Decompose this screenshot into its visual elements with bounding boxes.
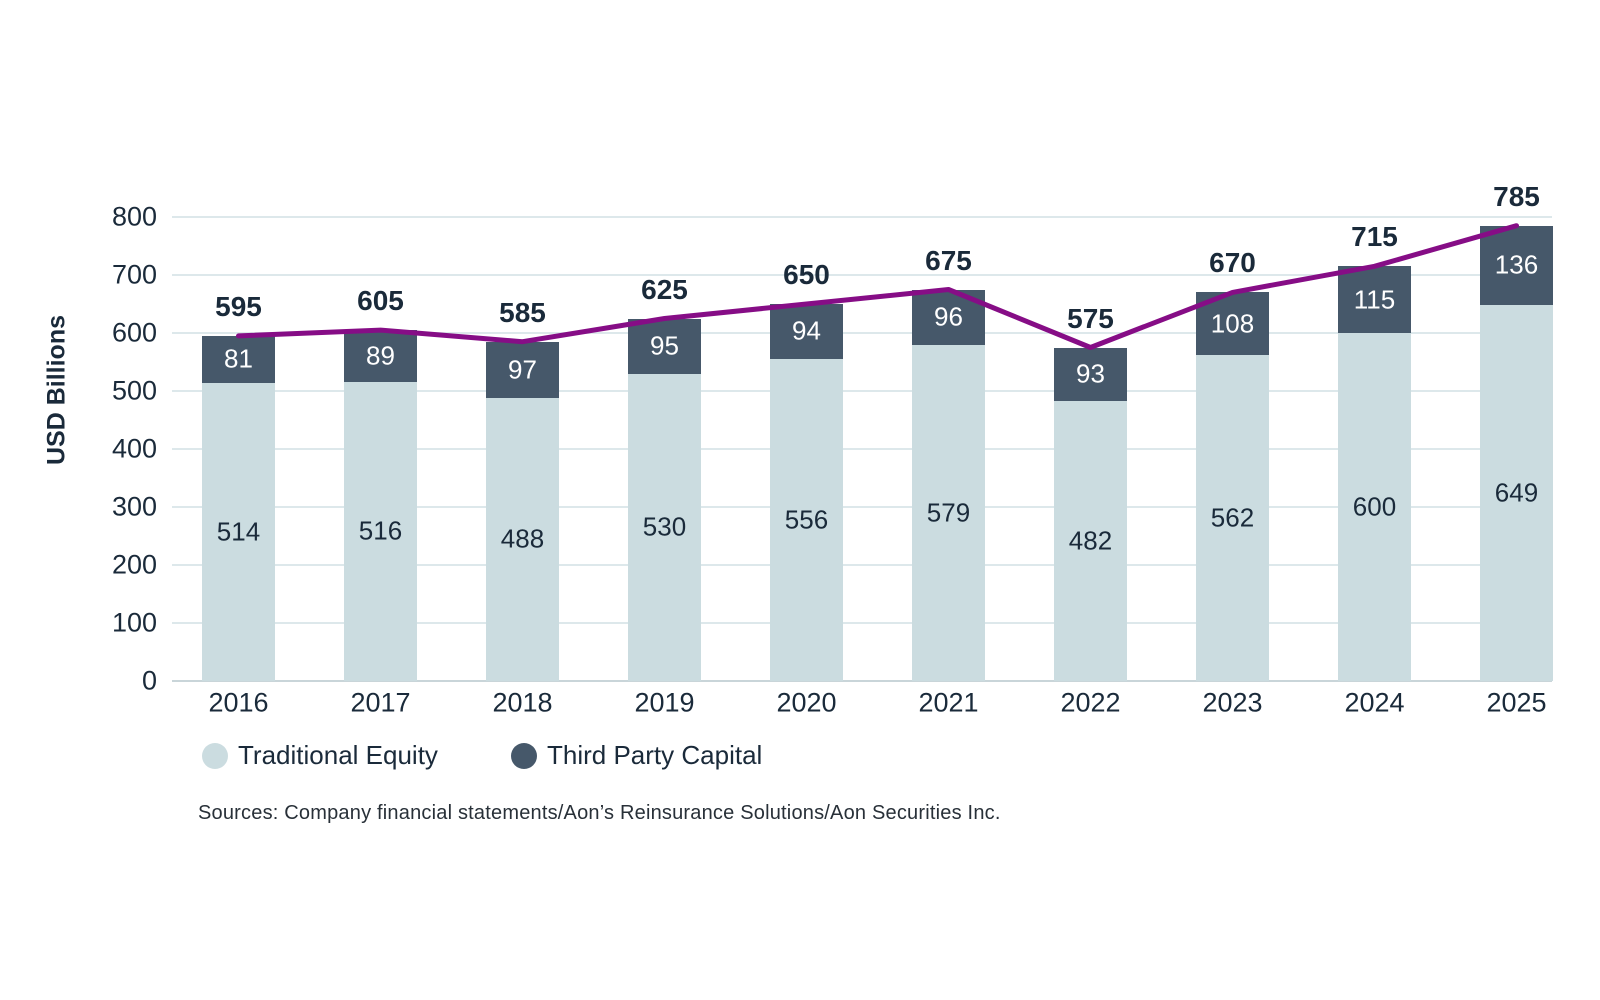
- y-tick-label: 0: [141, 665, 157, 696]
- bar-value-2018-third_party_capital: 97: [508, 354, 537, 385]
- bar-segment-2020-traditional_equity: [770, 358, 843, 681]
- gridline: [172, 506, 1552, 508]
- x-tick-label-2021: 2021: [918, 687, 979, 718]
- legend-item-traditional-equity: Traditional Equity: [202, 740, 438, 771]
- bar-segment-2021-traditional_equity: [912, 345, 985, 681]
- bar-value-2016-traditional_equity: 514: [216, 516, 261, 547]
- legend: Traditional Equity Third Party Capital: [0, 740, 1600, 771]
- x-tick-label-2017: 2017: [350, 687, 411, 718]
- x-tick-label-2024: 2024: [1344, 687, 1405, 718]
- gridline: [172, 622, 1552, 624]
- bar-value-2025-third_party_capital: 136: [1494, 249, 1539, 280]
- gridline: [172, 390, 1552, 392]
- total-value-2023: 670: [1209, 247, 1256, 279]
- total-value-2021: 675: [925, 244, 972, 276]
- bar-value-2019-traditional_equity: 530: [642, 511, 687, 542]
- bar-segment-2019-traditional_equity: [628, 373, 701, 681]
- x-tick-label-2019: 2019: [634, 687, 695, 718]
- sources-note: Sources: Company financial statements/Ao…: [198, 802, 1001, 824]
- x-tick-label-2016: 2016: [208, 687, 269, 718]
- bar-segment-2023-traditional_equity: [1196, 355, 1269, 681]
- bar-value-2021-third_party_capital: 96: [934, 301, 963, 332]
- bar-value-2023-traditional_equity: 562: [1210, 502, 1255, 533]
- y-tick-label: 800: [111, 201, 157, 232]
- bar-value-2025-traditional_equity: 649: [1494, 477, 1539, 508]
- total-value-2025: 785: [1493, 180, 1540, 212]
- total-value-2017: 605: [357, 285, 404, 317]
- y-tick-label: 200: [111, 549, 157, 580]
- x-tick-label-2022: 2022: [1060, 687, 1121, 718]
- bar-value-2020-traditional_equity: 556: [784, 504, 829, 535]
- bar-value-2024-third_party_capital: 115: [1353, 284, 1396, 315]
- bar-value-2018-traditional_equity: 488: [500, 523, 545, 554]
- bar-value-2017-third_party_capital: 89: [366, 340, 395, 371]
- traditional-equity-swatch-icon: [202, 742, 228, 769]
- bar-segment-2017-traditional_equity: [344, 381, 417, 681]
- bar-segment-2022-third_party_capital: [1054, 347, 1127, 402]
- bar-value-2017-traditional_equity: 516: [358, 515, 403, 546]
- total-value-2020: 650: [783, 259, 830, 290]
- total-value-2018: 585: [499, 296, 546, 328]
- bar-value-2016-third_party_capital: 81: [224, 343, 253, 374]
- x-tick-label-2025: 2025: [1486, 687, 1547, 718]
- bar-segment-2022-traditional_equity: [1054, 401, 1127, 681]
- y-tick-label: 700: [111, 259, 157, 290]
- y-tick-label: 600: [111, 317, 157, 348]
- x-tick-label-2018: 2018: [492, 687, 553, 718]
- legend-label-third-party-capital: Third Party Capital: [547, 740, 763, 770]
- gridline: [172, 448, 1552, 450]
- third-party-capital-swatch-icon: [511, 742, 537, 769]
- bar-segment-2025-traditional_equity: [1480, 304, 1553, 681]
- y-tick-label: 300: [111, 491, 157, 522]
- bar-value-2022-traditional_equity: 482: [1068, 525, 1113, 556]
- total-value-2019: 625: [641, 273, 688, 305]
- legend-item-third-party-capital: Third Party Capital: [511, 740, 762, 771]
- bar-value-2021-traditional_equity: 579: [926, 497, 971, 528]
- x-tick-label-2023: 2023: [1202, 687, 1263, 718]
- total-value-2024: 715: [1351, 221, 1398, 253]
- bar-segment-2018-third_party_capital: [486, 341, 559, 398]
- y-tick-label: 100: [111, 607, 157, 638]
- bar-value-2019-third_party_capital: 95: [650, 330, 679, 361]
- x-tick-label-2020: 2020: [776, 687, 837, 718]
- bar-value-2024-traditional_equity: 600: [1352, 491, 1397, 522]
- bar-value-2023-third_party_capital: 108: [1210, 308, 1255, 339]
- legend-label-traditional-equity: Traditional Equity: [238, 740, 438, 770]
- bar-segment-2024-traditional_equity: [1338, 333, 1411, 681]
- y-tick-label: 500: [111, 375, 157, 406]
- bar-segment-2016-traditional_equity: [202, 382, 275, 681]
- x-axis-baseline: [172, 680, 1552, 682]
- gridline: [172, 564, 1552, 566]
- y-tick-label: 400: [111, 433, 157, 464]
- gridline: [172, 216, 1552, 218]
- total-value-2022: 575: [1067, 302, 1114, 334]
- bar-value-2020-third_party_capital: 94: [792, 315, 821, 346]
- bar-segment-2018-traditional_equity: [486, 397, 559, 681]
- bar-value-2022-third_party_capital: 93: [1076, 358, 1105, 389]
- total-value-2016: 595: [215, 290, 262, 322]
